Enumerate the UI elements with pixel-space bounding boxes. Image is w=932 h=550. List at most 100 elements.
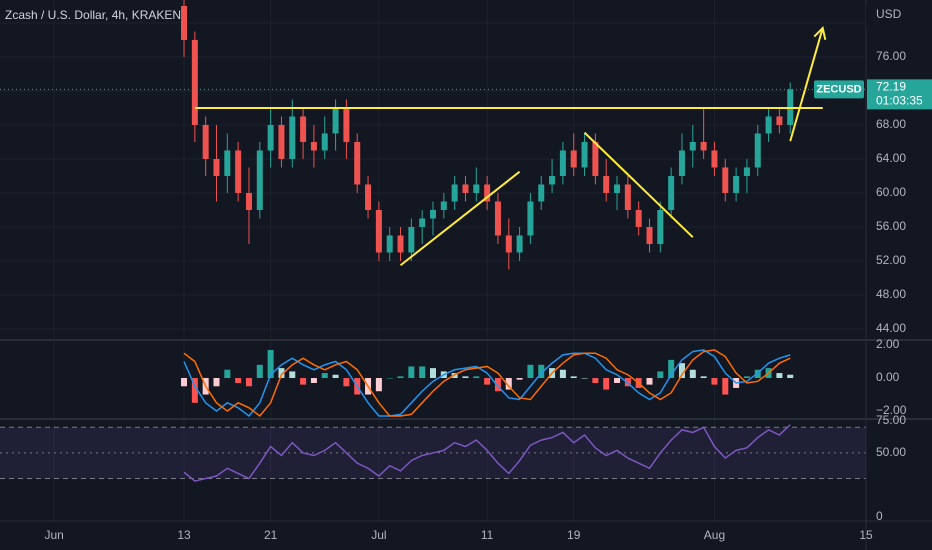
x-tick-label: Aug bbox=[704, 528, 725, 542]
macd-pane bbox=[181, 349, 794, 418]
x-tick-label: 21 bbox=[264, 528, 278, 542]
macd-histogram-bar bbox=[408, 366, 415, 379]
macd-histogram-bar bbox=[689, 369, 696, 379]
macd-histogram-bar bbox=[224, 369, 231, 379]
y-tick-label: 0.00 bbox=[876, 370, 900, 384]
candle-body bbox=[776, 116, 783, 125]
candle-body bbox=[603, 175, 610, 193]
candle-body bbox=[397, 235, 404, 253]
y-tick-label: 48.00 bbox=[876, 287, 906, 301]
candle-body bbox=[722, 167, 729, 193]
candle-body bbox=[365, 184, 372, 210]
candle-body bbox=[310, 141, 317, 151]
macd-histogram-bar bbox=[245, 378, 252, 387]
macd-histogram-bar bbox=[375, 378, 382, 392]
candle-body bbox=[235, 150, 242, 193]
candle-body bbox=[386, 235, 393, 253]
macd-histogram-bar bbox=[473, 376, 480, 379]
y-tick-label: 52.00 bbox=[876, 253, 906, 267]
macd-histogram-bar bbox=[570, 376, 577, 379]
candle-body bbox=[538, 184, 545, 202]
candle-body bbox=[527, 201, 534, 236]
last-price-badge bbox=[867, 79, 932, 110]
candle-body bbox=[624, 184, 631, 210]
candle-body bbox=[505, 235, 512, 253]
candle-body bbox=[581, 141, 588, 168]
candle-body bbox=[473, 184, 480, 193]
candle-body bbox=[332, 107, 339, 134]
candle-body bbox=[689, 141, 696, 151]
y-tick-label: 56.00 bbox=[876, 219, 906, 233]
candle-body bbox=[668, 175, 675, 210]
candle-body bbox=[191, 39, 198, 125]
rsi-pane bbox=[0, 424, 866, 482]
macd-histogram-bar bbox=[191, 378, 198, 403]
macd-histogram-bar bbox=[722, 378, 729, 395]
y-tick-label: 50.00 bbox=[876, 445, 906, 459]
chart-title: Zcash / U.S. Dollar, 4h, KRAKEN bbox=[5, 8, 181, 22]
trend-line bbox=[399, 170, 521, 267]
candle-body bbox=[245, 192, 252, 210]
macd-histogram-bar bbox=[657, 371, 664, 379]
candle-body bbox=[256, 150, 263, 210]
candle-body bbox=[354, 141, 361, 185]
last-price-label: 72.19 bbox=[876, 80, 906, 94]
candle-body bbox=[375, 209, 382, 253]
macd-histogram-bar bbox=[278, 368, 285, 379]
trend-line bbox=[789, 27, 824, 142]
macd-histogram-bar bbox=[494, 378, 501, 392]
y-tick-label: 75.00 bbox=[876, 413, 906, 427]
y-tick-label: 76.00 bbox=[876, 49, 906, 63]
macd-histogram-bar bbox=[386, 378, 393, 379]
macd-histogram-bar bbox=[484, 378, 491, 385]
macd-histogram-bar bbox=[505, 378, 512, 390]
candle-body bbox=[549, 175, 556, 185]
candle-body bbox=[559, 150, 566, 176]
y-tick-label: 60.00 bbox=[876, 185, 906, 199]
candle-body bbox=[224, 150, 231, 176]
macd-histogram-bar bbox=[419, 366, 426, 379]
macd-histogram-bar bbox=[581, 378, 588, 379]
candle-body bbox=[267, 124, 274, 151]
trend-line bbox=[583, 131, 694, 238]
candle-body bbox=[570, 150, 577, 168]
candle-body bbox=[592, 141, 599, 176]
y-tick-label: 68.00 bbox=[876, 117, 906, 131]
macd-histogram-bar bbox=[235, 378, 242, 383]
candle-body bbox=[408, 226, 415, 253]
macd-histogram-bar bbox=[646, 378, 653, 385]
candle-body bbox=[451, 184, 458, 202]
macd-histogram-bar bbox=[668, 359, 675, 379]
macd-histogram-bar bbox=[678, 363, 685, 379]
price-pane bbox=[0, 0, 866, 270]
candle-body bbox=[711, 150, 718, 168]
macd-histogram-bar bbox=[776, 373, 783, 379]
macd-histogram-bar bbox=[430, 368, 436, 379]
macd-histogram-bar bbox=[559, 369, 566, 379]
y-tick-label: 2.00 bbox=[876, 337, 900, 351]
candle-body bbox=[419, 218, 426, 227]
macd-histogram-bar bbox=[527, 364, 534, 379]
macd-histogram-bar bbox=[711, 378, 718, 385]
candle-body bbox=[440, 201, 447, 210]
macd-histogram-bar bbox=[267, 349, 274, 379]
candle-body bbox=[202, 124, 209, 159]
candle-body bbox=[646, 226, 653, 244]
axes: Jun 13 21 Jul 11 19 Aug 15 44.00 48.00 52.00 56.00 6… bbox=[44, 15, 932, 542]
candle-body bbox=[181, 5, 188, 40]
macd-histogram-bar bbox=[516, 378, 523, 380]
candle-body bbox=[494, 201, 501, 236]
x-tick-label: Jul bbox=[371, 528, 386, 542]
candle-body bbox=[321, 133, 328, 151]
macd-histogram-bar bbox=[321, 373, 328, 379]
candle-body bbox=[462, 184, 469, 193]
symbol-label: ZECUSD bbox=[816, 83, 861, 95]
macd-histogram-bar bbox=[289, 371, 296, 379]
macd-histogram-bar bbox=[332, 374, 339, 379]
macd-histogram-bar bbox=[743, 376, 750, 379]
candle-body bbox=[678, 150, 685, 176]
y-tick-label: 44.00 bbox=[876, 321, 906, 335]
macd-histogram-bar bbox=[256, 364, 263, 379]
